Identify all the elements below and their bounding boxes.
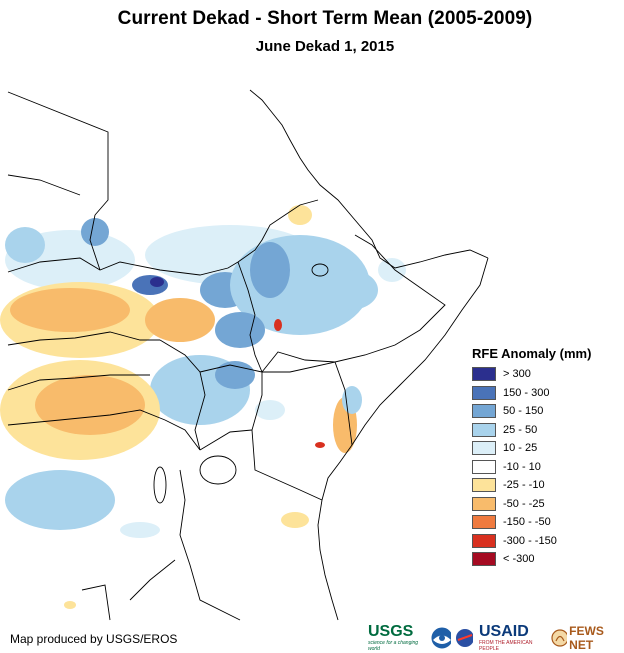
legend-swatch (472, 441, 496, 456)
nasa-logo (456, 629, 473, 647)
noaa-logo (430, 626, 452, 650)
legend-label: -25 - -10 (503, 479, 545, 492)
legend-swatch (472, 459, 496, 474)
legend-label: 150 - 300 (503, 386, 550, 399)
legend-swatch (472, 422, 496, 437)
legend-swatch (472, 515, 496, 530)
border-line (199, 429, 253, 451)
legend: RFE Anomaly (mm) > 300 150 - 300 50 - 150 2… (472, 346, 622, 569)
usaid-logo-text: USAID (478, 623, 529, 640)
anomaly-patch (81, 218, 109, 246)
credit-text: Map produced by USGS/EROS (10, 632, 178, 646)
country-borders (7, 89, 489, 621)
legend-row: -300 - -150 (472, 532, 622, 551)
usaid-tagline: FROM THE AMERICAN PEOPLE (478, 640, 533, 652)
legend-row: 10 - 25 (472, 439, 622, 458)
anomaly-patch (255, 400, 285, 420)
anomaly-patch (35, 375, 145, 435)
border-line (7, 174, 81, 196)
legend-swatch (472, 367, 496, 382)
border-line (129, 559, 176, 601)
legend-label: -50 - -25 (503, 497, 545, 510)
legend-swatch (472, 533, 496, 548)
anomaly-patch (145, 298, 215, 342)
border-line (89, 214, 101, 271)
legend-swatch (472, 552, 496, 567)
usgs-logo: USGS science for a changing world (368, 623, 424, 653)
fewsnet-logo-text: FEWS NET (569, 624, 604, 652)
border-line (237, 261, 263, 373)
legend-row: > 300 (472, 365, 622, 384)
legend-row: 50 - 150 (472, 402, 622, 421)
usgs-tagline: science for a changing world (368, 640, 419, 652)
anomaly-patch (250, 242, 290, 298)
legend-swatch (472, 404, 496, 419)
legend-swatch (472, 496, 496, 511)
legend-label: > 300 (503, 368, 531, 381)
anomaly-patch (215, 361, 255, 389)
border-line (179, 469, 241, 621)
legend-row: -50 - -25 (472, 495, 622, 514)
legend-swatch (472, 478, 496, 493)
border-line (261, 234, 446, 373)
map-subtitle: June Dekad 1, 2015 (255, 38, 395, 55)
border-line (7, 331, 160, 346)
anomaly-patch (64, 601, 76, 609)
border-line (249, 89, 489, 269)
anomaly-patch (215, 312, 265, 348)
anomaly-patch (288, 205, 312, 225)
anomaly-patch (274, 319, 282, 331)
anomaly-patch (10, 288, 130, 332)
border-line (7, 91, 109, 216)
anomaly-patch (132, 275, 168, 295)
anomaly-patch (315, 442, 325, 448)
anomaly-patch (5, 227, 45, 263)
legend-row: -10 - 10 (472, 458, 622, 477)
legend-rows: > 300 150 - 300 50 - 150 25 - 50 10 - 25 -10 … (472, 365, 622, 569)
agency-logos: USGS science for a changing world USAID … (368, 623, 624, 653)
border-line (7, 257, 239, 276)
legend-swatch (472, 385, 496, 400)
border-line (7, 374, 150, 391)
anomaly-patch (150, 277, 164, 287)
anomaly-patch (378, 258, 406, 282)
legend-label: -300 - -150 (503, 534, 557, 547)
anomaly-layer (0, 205, 406, 609)
border-line (7, 409, 201, 451)
anomaly-patch (5, 470, 115, 530)
usaid-logo: USAID FROM THE AMERICAN PEOPLE (478, 623, 545, 653)
legend-row: 25 - 50 (472, 421, 622, 440)
lake-outline (311, 263, 329, 277)
border-line (262, 361, 353, 446)
legend-label: 50 - 150 (503, 405, 544, 418)
anomaly-patch (281, 512, 309, 528)
legend-label: -150 - -50 (503, 516, 551, 529)
legend-row: -25 - -10 (472, 476, 622, 495)
legend-label: -10 - 10 (503, 460, 541, 473)
lake-outline (199, 455, 237, 485)
legend-label: 10 - 25 (503, 442, 538, 455)
legend-row: 150 - 300 (472, 384, 622, 403)
legend-label: < -300 (503, 553, 535, 566)
anomaly-patch (120, 522, 160, 538)
legend-label: 25 - 50 (503, 423, 538, 436)
legend-title: RFE Anomaly (mm) (472, 346, 592, 361)
fewsnet-emblem (551, 629, 568, 647)
border-line (81, 584, 111, 621)
border-line (199, 364, 323, 501)
usgs-logo-text: USGS (368, 623, 414, 640)
border-line (159, 339, 206, 451)
map-title: Current Dekad - Short Term Mean (2005-20… (117, 8, 533, 29)
anomaly-patch (322, 270, 378, 310)
lake-outline (153, 466, 167, 504)
legend-row: < -300 (472, 550, 622, 569)
border-line (237, 199, 319, 263)
legend-row: -150 - -50 (472, 513, 622, 532)
